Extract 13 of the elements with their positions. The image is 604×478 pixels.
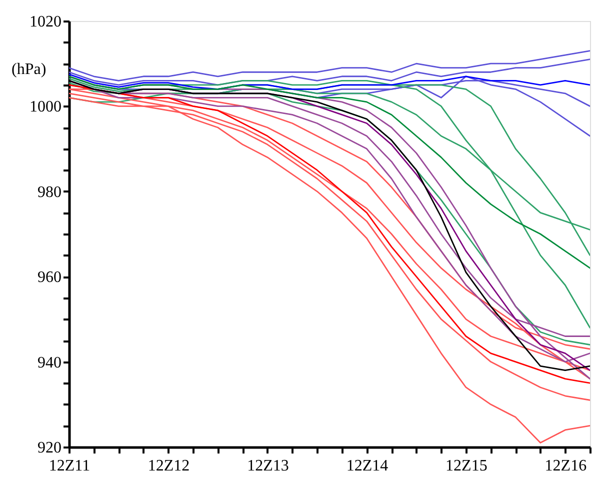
y-tick-label: 920 [38, 440, 62, 456]
y-tick-label: 940 [38, 354, 62, 372]
x-tick-label: 12Z14 [346, 458, 388, 474]
y-tick-label: 1020 [30, 14, 62, 30]
x-tick-label: 12Z15 [446, 458, 488, 474]
x-tick-label: 12Z11 [48, 458, 90, 474]
x-tick-label: 12Z12 [148, 458, 190, 474]
y-tick-label: 1000 [30, 98, 62, 116]
y-tick-label: 960 [38, 269, 62, 286]
y-tick-label: 980 [38, 184, 62, 201]
x-tick-label: 12Z13 [247, 458, 289, 474]
y-axis-title: (hPa) [12, 60, 46, 78]
x-tick-label: 12Z16 [544, 458, 587, 474]
